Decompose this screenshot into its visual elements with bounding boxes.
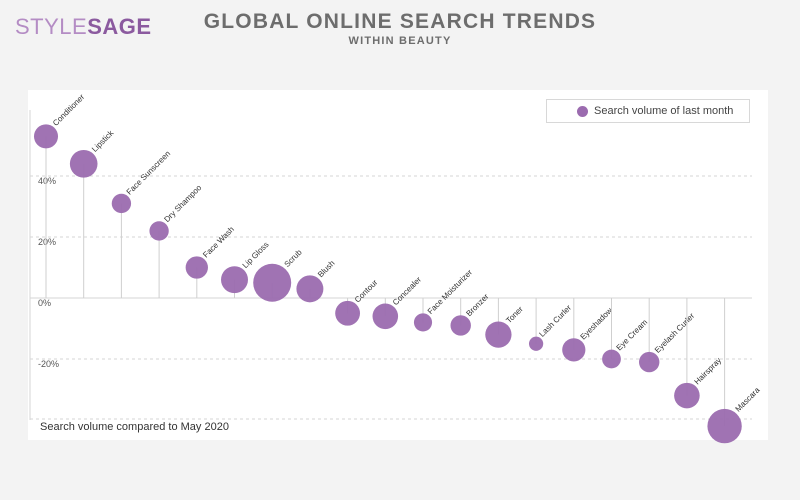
bubble-label: Blush [316,259,337,280]
bubble-point [221,266,248,294]
bubble-point [707,408,742,444]
bubble-point [149,221,169,241]
bubble-label: Dry Shampoo [162,183,203,224]
bubble-point [528,336,544,351]
bubble-label: Face Wash [201,225,236,260]
bubble-point [335,300,361,326]
y-tick-label: 20% [38,237,56,247]
bubble-point [413,313,433,332]
bubble-point [450,315,471,336]
bubble-label: Eyelash Curler [653,311,697,355]
bubble-point [638,351,660,373]
bubble-point [296,275,324,303]
bubble-label: Face Sunscreen [125,149,173,197]
bubble-label: Mascara [734,385,762,413]
y-tick-label: -20% [38,359,59,369]
bubble-point [185,256,208,279]
y-tick-label: 0% [38,298,51,308]
bubble-point [33,124,59,149]
stylesage-logo: STYLESAGE [15,14,152,39]
chart-subtitle: WITHIN BEAUTY [348,35,452,47]
bubble-label: Hairspray [693,356,724,387]
bubble-label: Eyeshadow [579,306,615,342]
bubble-label: Toner [504,304,525,325]
bubble-label: Lipstick [90,128,116,154]
legend-swatch [577,105,588,117]
y-axis-note: Search volume compared to May 2020 [40,421,229,433]
bubble-point [674,382,700,409]
bubble-label: Eye Cream [615,317,650,352]
bubble-label: Lash Curler [537,303,573,339]
bubble-point [253,263,292,302]
bubble-point [602,349,621,369]
chart-title: GLOBAL ONLINE SEARCH TRENDS [203,10,597,33]
chart-panel [28,90,768,440]
bubble-point [111,193,132,214]
bubble-label: Concealer [391,275,423,307]
bubble-point [485,321,512,348]
bubble-label: Conditioner [51,92,87,128]
bubble-point [562,338,586,362]
bubble-point [69,149,98,178]
bubble-label: Bronzer [464,292,490,318]
bubble-label: Scrub [283,247,305,269]
chart-legend: Search volume of last month [546,99,750,123]
bubble-label: Contour [353,278,380,305]
y-tick-label: 40% [38,176,56,186]
legend-label: Search volume of last month [594,105,734,117]
bubble-point [372,303,399,330]
